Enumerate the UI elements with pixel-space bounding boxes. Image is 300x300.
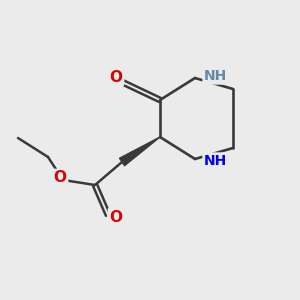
Text: NH: NH xyxy=(204,69,227,83)
Text: O: O xyxy=(110,209,122,224)
Text: O: O xyxy=(110,70,122,85)
Text: O: O xyxy=(53,170,67,185)
Polygon shape xyxy=(119,137,160,166)
Text: NH: NH xyxy=(204,154,227,168)
